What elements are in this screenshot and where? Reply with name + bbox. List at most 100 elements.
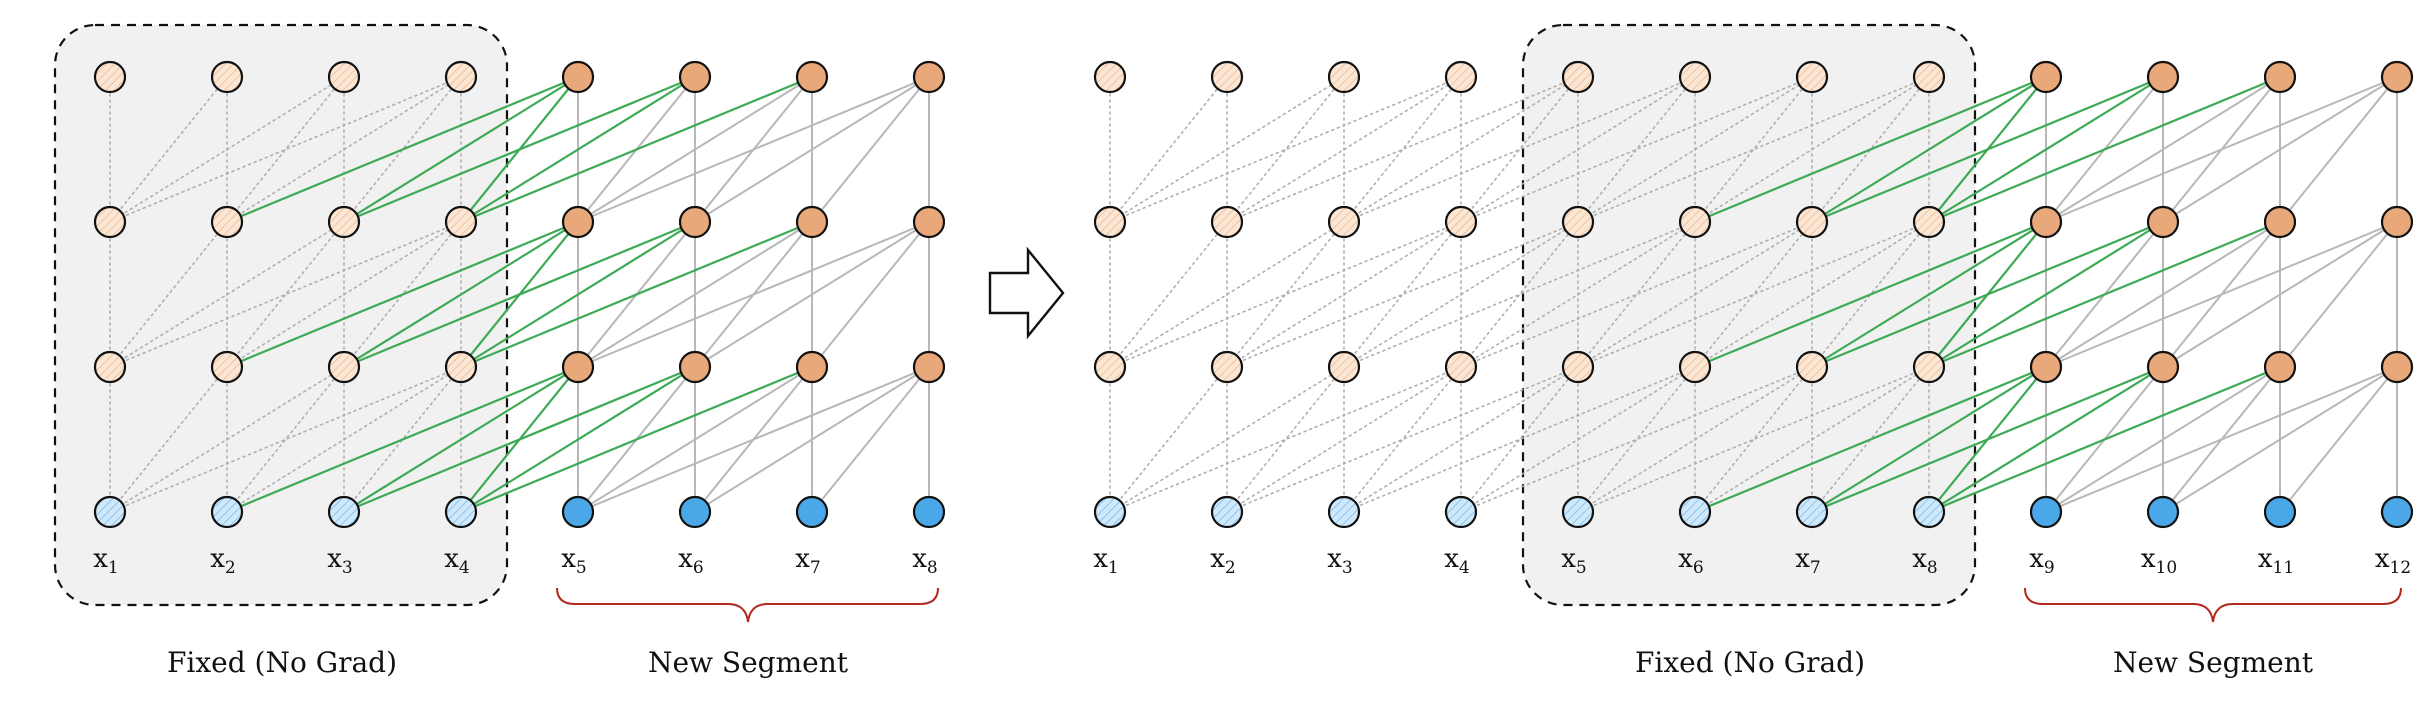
token-label: x6 xyxy=(1678,544,1704,578)
memory-edge xyxy=(1927,220,2282,369)
memory-edge xyxy=(1810,75,2165,224)
dotted-edge xyxy=(109,76,228,223)
hidden-state-node xyxy=(678,205,712,239)
active-edge xyxy=(694,366,930,513)
dotted-edge xyxy=(1811,366,1930,513)
fixed-label-right: Fixed (No Grad) xyxy=(1635,646,1865,679)
token-label: x5 xyxy=(561,544,587,578)
hidden-state-node xyxy=(2380,350,2414,384)
memory-edge xyxy=(342,75,580,224)
dotted-edge xyxy=(1226,366,1462,513)
dotted-edge xyxy=(1226,76,1462,223)
active-edge xyxy=(2045,76,2398,223)
input-token-node xyxy=(912,495,946,529)
dotted-edge xyxy=(343,221,462,368)
token-label: x5 xyxy=(1561,544,1587,578)
left-nodes xyxy=(93,60,946,529)
active-edge xyxy=(577,221,930,368)
left-token-labels: x1 x2 x3 x4 x5 x6 x7 x8 xyxy=(93,544,938,578)
dotted-edge xyxy=(1109,221,1345,368)
token-label: x8 xyxy=(912,544,938,578)
token-label: x1 xyxy=(93,544,119,578)
hidden-state-node xyxy=(2263,60,2297,94)
active-edge xyxy=(2279,76,2398,223)
hidden-state-node xyxy=(1210,60,1244,94)
input-token-node xyxy=(561,495,595,529)
active-edge xyxy=(577,221,813,368)
memory-edge xyxy=(1810,220,2048,369)
token-label: x12 xyxy=(2375,544,2411,578)
dotted-edge xyxy=(343,76,462,223)
dotted-edge xyxy=(1460,221,1696,368)
hidden-state-node xyxy=(210,205,244,239)
hidden-state-node xyxy=(795,350,829,384)
hidden-state-node xyxy=(1912,60,1946,94)
memory-edge xyxy=(225,365,580,514)
dotted-edge xyxy=(226,366,462,513)
token-label: x9 xyxy=(2029,544,2055,578)
hidden-state-node xyxy=(1444,350,1478,384)
hidden-state-node xyxy=(210,350,244,384)
hidden-state-node xyxy=(210,60,244,94)
hidden-state-node xyxy=(1210,205,1244,239)
fixed-segment-box xyxy=(53,23,509,607)
input-token-node xyxy=(795,495,829,529)
dotted-edge xyxy=(1109,76,1462,223)
input-token-node xyxy=(1795,495,1829,529)
token-label: x6 xyxy=(678,544,704,578)
memory-edge xyxy=(459,365,697,514)
hidden-state-node xyxy=(93,350,127,384)
hidden-state-node xyxy=(1795,205,1829,239)
memory-edge xyxy=(459,220,814,369)
dotted-edge xyxy=(1694,76,1930,223)
active-edge xyxy=(2045,221,2398,368)
hidden-state-node xyxy=(2029,350,2063,384)
hidden-state-node xyxy=(327,350,361,384)
memory-edge xyxy=(459,365,814,514)
input-token-node xyxy=(1093,495,1127,529)
hidden-state-node xyxy=(795,205,829,239)
dotted-edge xyxy=(226,76,462,223)
hidden-state-node xyxy=(444,205,478,239)
input-token-node xyxy=(210,495,244,529)
left-panel: x1 x2 x3 x4 x5 x6 x7 x8 Fixed (No Grad) New Seg… xyxy=(53,23,946,679)
memory-edge xyxy=(1693,220,2048,369)
hidden-state-node xyxy=(795,60,829,94)
token-label: x10 xyxy=(2141,544,2177,578)
hidden-state-node xyxy=(2029,60,2063,94)
token-label: x1 xyxy=(1093,544,1119,578)
active-edge xyxy=(2045,221,2281,368)
token-label: x2 xyxy=(1210,544,1236,578)
memory-edge xyxy=(342,220,580,369)
dotted-edge xyxy=(1460,76,1696,223)
hidden-state-node xyxy=(561,205,595,239)
memory-edge xyxy=(342,220,697,369)
active-edge xyxy=(2279,366,2398,513)
fixed-label-left: Fixed (No Grad) xyxy=(167,646,397,679)
input-token-node xyxy=(2146,495,2180,529)
memory-edge xyxy=(459,75,697,224)
hidden-state-node xyxy=(1444,60,1478,94)
hidden-state-node xyxy=(93,205,127,239)
dotted-edge xyxy=(1460,76,1579,223)
dotted-edge xyxy=(1460,221,1579,368)
hidden-state-node xyxy=(1678,60,1712,94)
dotted-edge xyxy=(1343,366,1579,513)
input-token-node xyxy=(1678,495,1712,529)
memory-edge xyxy=(1810,75,2048,224)
new-segment-brace xyxy=(2024,587,2402,623)
dotted-edge xyxy=(1226,76,1345,223)
memory-edge xyxy=(225,75,580,224)
dotted-edge xyxy=(1577,76,1813,223)
hidden-state-node xyxy=(1093,350,1127,384)
hidden-state-node xyxy=(444,60,478,94)
memory-edge xyxy=(1927,365,2282,514)
token-label: x4 xyxy=(444,544,470,578)
dotted-edge xyxy=(1694,221,1930,368)
dotted-edge xyxy=(1694,366,1930,513)
token-label: x3 xyxy=(327,544,353,578)
input-token-node xyxy=(1210,495,1244,529)
hidden-state-node xyxy=(93,60,127,94)
input-token-node xyxy=(1327,495,1361,529)
